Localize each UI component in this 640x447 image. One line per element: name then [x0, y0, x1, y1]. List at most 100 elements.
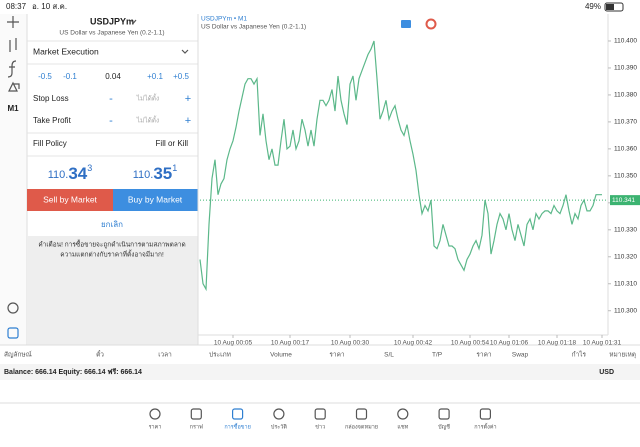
column-header[interactable]: Volume	[270, 352, 292, 359]
column-header[interactable]: ราคา	[329, 352, 344, 359]
column-header[interactable]: T/P	[432, 352, 442, 359]
current-price-label: 110.341	[612, 197, 635, 204]
tab-icon[interactable]	[149, 408, 161, 420]
ask-sup: 1	[172, 163, 177, 173]
warning-area	[27, 236, 198, 345]
volume-step[interactable]: -0.1	[63, 72, 77, 81]
tab-label[interactable]: การตั้งค่า	[474, 422, 496, 430]
tab-icon[interactable]	[397, 408, 409, 420]
volume-row: -0.5 -0.1 0.04 +0.1 +0.5	[38, 72, 189, 81]
warning-line: ความแตกต่างกับราคาที่ตั้งอาจมีมาก!	[60, 250, 164, 259]
x-tick-label: 10 Aug 00:05	[214, 340, 253, 347]
x-tick-label: 10 Aug 00:54	[451, 340, 490, 347]
tab-label[interactable]: แชท	[397, 423, 408, 430]
volume-step[interactable]: -0.5	[38, 72, 52, 81]
chart: 110.300110.310110.320110.330110.340110.3…	[199, 38, 640, 347]
take-profit-increase[interactable]: +	[185, 115, 191, 127]
candles-icon[interactable]	[9, 38, 17, 52]
volume-step[interactable]: +0.1	[147, 72, 163, 81]
y-tick-label: 110.300	[614, 307, 637, 314]
tab-label[interactable]: ประวัติ	[271, 423, 287, 430]
balance-text: Balance: 666.14 Equity: 666.14 ฟรี: 666.…	[4, 368, 142, 376]
buy-button-label[interactable]: Buy by Market	[128, 194, 183, 204]
tab-label[interactable]: ข่าว	[315, 424, 325, 430]
battery-text: 49%	[585, 2, 601, 11]
battery-icon	[604, 2, 624, 12]
chart-title: USDJPYm • M1	[201, 16, 247, 23]
y-tick-label: 110.400	[614, 38, 637, 45]
tab-bar: ราคา กราฟ การซื้อขาย ประวัติ ข่าว กล่องจดหมาย…	[149, 408, 497, 430]
column-header[interactable]: เวลา	[158, 352, 172, 359]
tab-label[interactable]: กล่องจดหมาย	[345, 424, 378, 430]
stop-loss-value[interactable]: ไม่ได้ตั้ง	[136, 94, 159, 103]
sell-button-label[interactable]: Sell by Market	[43, 194, 97, 204]
toolbar	[0, 14, 27, 345]
bid-prefix: 110.	[48, 169, 69, 181]
objects-icon[interactable]	[8, 81, 20, 92]
warning-line: คำเตือน! การซื้อขายจะถูกดำเนินการตามสภาพ…	[38, 240, 185, 249]
tab-icon[interactable]	[355, 408, 368, 420]
sell-button[interactable]	[27, 189, 113, 211]
y-tick-label: 110.330	[614, 227, 637, 234]
column-header[interactable]: ราคา	[476, 352, 491, 359]
stop-loss-label: Stop Loss	[33, 94, 69, 103]
column-header[interactable]: Swap	[512, 352, 529, 359]
symbol-description: US Dollar vs Japanese Yen (0.2-1.1)	[59, 30, 164, 37]
trade-icon[interactable]	[425, 18, 437, 30]
tab-icon[interactable]	[190, 408, 202, 420]
current-price-box	[610, 195, 640, 206]
execution-type[interactable]: Market Execution	[33, 46, 99, 56]
column-header[interactable]: หมายเหตุ	[609, 352, 636, 359]
column-header[interactable]: กำไร	[572, 351, 587, 359]
tab-label[interactable]: บัญชี	[438, 423, 450, 430]
price-line	[199, 40, 602, 292]
y-tick-label: 110.370	[614, 119, 637, 126]
stop-loss-increase[interactable]: +	[185, 93, 191, 105]
y-tick-label: 110.310	[614, 280, 637, 287]
y-tick-label: 110.380	[614, 92, 637, 99]
take-profit-decrease[interactable]: -	[109, 115, 113, 127]
tab-label[interactable]: ราคา	[149, 424, 162, 430]
one-click-icon[interactable]	[401, 20, 411, 28]
fill-policy-label: Fill Policy	[33, 139, 67, 148]
stop-loss-decrease[interactable]: -	[109, 93, 113, 105]
bid-price: 110.343	[48, 163, 93, 183]
status-time: 08:37	[6, 2, 27, 11]
tab-label[interactable]: กราฟ	[190, 423, 203, 430]
status-date: อ. 10 ส.ค.	[32, 2, 67, 11]
take-profit-label: Take Profit	[33, 116, 72, 125]
cancel-button[interactable]: ยกเลิก	[101, 220, 123, 229]
indicator-icon[interactable]	[7, 60, 17, 78]
column-header[interactable]: สัญลักษณ์	[4, 351, 32, 359]
tab-icon[interactable]	[273, 408, 285, 420]
take-profit-value[interactable]: ไม่ได้ตั้ง	[136, 116, 159, 125]
x-tick-label: 10 Aug 00:30	[331, 340, 370, 347]
add-icon[interactable]	[7, 327, 19, 339]
buy-button[interactable]	[113, 189, 198, 211]
tab-icon[interactable]	[232, 408, 244, 420]
fill-policy-value[interactable]: Fill or Kill	[156, 139, 189, 148]
volume-value[interactable]: 0.04	[105, 72, 121, 81]
column-header[interactable]: ตั๋ว	[96, 349, 104, 358]
x-tick-label: 10 Aug 00:17	[271, 340, 310, 347]
chart-subtitle: US Dollar vs Japanese Yen (0.2-1.1)	[201, 24, 306, 31]
crosshair-icon[interactable]	[7, 16, 19, 28]
tab-icon[interactable]	[438, 408, 450, 420]
timeframe[interactable]: M1	[7, 104, 19, 113]
toolbar-icons	[7, 16, 20, 339]
volume-step[interactable]: +0.5	[173, 72, 189, 81]
ask-price: 110.351	[133, 163, 178, 183]
bid-big: 34	[68, 164, 87, 183]
symbol-chevron	[130, 19, 137, 24]
tab-label[interactable]: การซื้อขาย	[224, 422, 250, 430]
column-header[interactable]: S/L	[384, 352, 394, 359]
zoom-icon[interactable]	[7, 302, 19, 314]
y-tick-label: 110.390	[614, 65, 637, 72]
tab-icon[interactable]	[314, 408, 326, 420]
bid-sup: 3	[87, 163, 92, 173]
tab-icon[interactable]	[479, 408, 491, 420]
column-header[interactable]: ประเภท	[209, 352, 231, 359]
symbol[interactable]: USDJPYm	[90, 16, 134, 26]
x-tick-label: 10 Aug 01:31	[583, 340, 622, 347]
